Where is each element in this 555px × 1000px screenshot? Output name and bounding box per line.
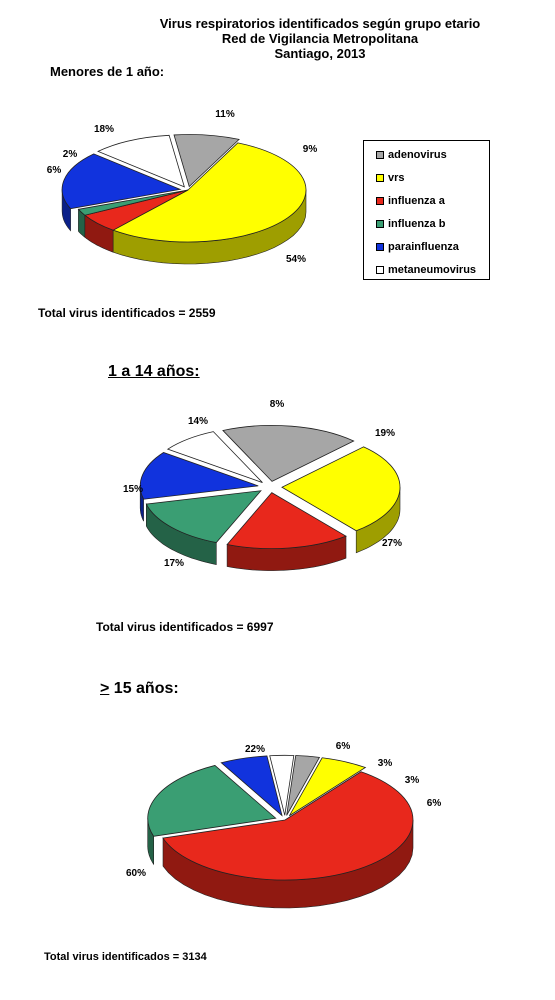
chart-title-block: Virus respiratorios identificados según … [120, 16, 520, 61]
slice-influenza-b [145, 490, 262, 544]
legend-label-influenza-b: influenza b [388, 218, 446, 230]
legend-label-metaneumovirus: metaneumovirus [388, 264, 477, 276]
legend-swatch-vrs [376, 174, 384, 182]
pie-chart-1: 9% 54% 6%2% 18% 11% [47, 109, 318, 265]
slice-metaneumovirus [166, 431, 263, 483]
legend-label-adenovirus: adenovirus [388, 149, 447, 161]
legend-swatch-parainfluenza [376, 243, 384, 251]
section-label-15-plus-text: 15 años: [109, 680, 179, 697]
legend-item-parainfluenza: parainfluenza [376, 239, 459, 255]
greater-equal-symbol: > [100, 680, 110, 697]
data-label-vrs: 27% [382, 538, 402, 549]
pie-chart-3: 3% 6% 60% 22% 6% 3% [126, 741, 442, 909]
section-label-15-plus: > 15 años: [100, 680, 179, 698]
data-label-adenovirus: 9% [303, 144, 318, 155]
chart-subtitle-place-year: Santiago, 2013 [274, 46, 366, 61]
slice-influenza-a [226, 492, 347, 550]
slice-adenovirus [286, 755, 321, 816]
data-label-influenza-b: 2% [63, 149, 78, 160]
total-1-14: Total virus identificados = 6997 [96, 620, 274, 634]
legend-swatch-influenza-a [376, 197, 384, 205]
data-label-influenza-b: 15% [123, 484, 143, 495]
legend-item-adenovirus: adenovirus [376, 147, 447, 163]
data-label-influenza-b: 22% [245, 744, 265, 755]
data-label-influenza-a: 6% [47, 165, 62, 176]
slice-metaneumovirus [269, 754, 295, 816]
data-label-vrs: 6% [427, 798, 442, 809]
legend-label-vrs: vrs [388, 172, 405, 184]
data-label-metaneumovirus: 3% [378, 758, 393, 769]
total-15-plus: Total virus identificados = 3134 [44, 951, 207, 963]
section-label-under-1: Menores de 1 año: [50, 64, 165, 79]
data-label-parainfluenza: 14% [188, 416, 208, 427]
slice-influenza-b [77, 189, 189, 216]
legend-label-parainfluenza: parainfluenza [388, 241, 459, 253]
data-label-adenovirus: 19% [375, 428, 395, 439]
data-label-metaneumovirus: 11% [215, 109, 235, 120]
legend-swatch-adenovirus [376, 151, 384, 159]
slice-vrs [288, 757, 367, 817]
legend-swatch-metaneumovirus [376, 266, 384, 274]
slice-vrs [281, 446, 401, 532]
slice-parainfluenza [61, 153, 182, 210]
data-label-parainfluenza: 6% [336, 741, 351, 752]
slice-metaneumovirus [97, 134, 185, 188]
data-label-vrs: 54% [286, 254, 306, 265]
slice-influenza-a [162, 771, 414, 881]
chart-subtitle-network: Red de Vigilancia Metropolitana [221, 31, 419, 46]
data-label-parainfluenza: 18% [94, 124, 114, 135]
data-label-adenovirus: 3% [405, 775, 420, 786]
legend-swatch-influenza-b [376, 220, 384, 228]
slice-influenza-b [147, 764, 277, 837]
legend-item-influenza-b: influenza b [376, 216, 445, 232]
legend-item-influenza-a: influenza a [376, 193, 445, 209]
slice-parainfluenza [220, 755, 283, 817]
legend-label-influenza-a: influenza a [388, 195, 445, 207]
legend-item-metaneumovirus: metaneumovirus [376, 262, 476, 278]
slice-parainfluenza [139, 452, 259, 500]
legend-item-vrs: vrs [376, 170, 405, 186]
data-label-influenza-a: 17% [164, 558, 184, 569]
total-under-1: Total virus identificados = 2559 [38, 306, 216, 320]
chart-title: Virus respiratorios identificados según … [159, 16, 481, 31]
slice-adenovirus [173, 134, 240, 188]
data-label-influenza-a: 60% [126, 868, 146, 879]
chart-legend: adenovirus vrs influenza a influenza b p… [363, 140, 490, 280]
slice-vrs [112, 142, 307, 243]
pie-chart-2: 19% 27% 17% 15% 14% 8% [123, 399, 402, 571]
section-label-1-14: 1 a 14 años: [108, 363, 200, 380]
data-label-metaneumovirus: 8% [270, 399, 285, 410]
slice-adenovirus [222, 424, 355, 482]
